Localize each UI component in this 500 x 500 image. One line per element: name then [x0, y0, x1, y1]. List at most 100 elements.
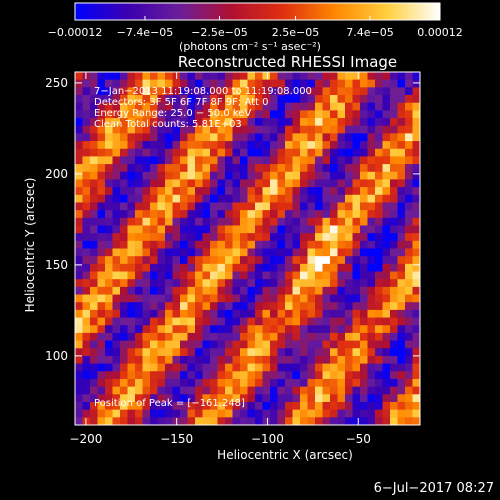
heatmap-cell [322, 279, 331, 288]
heatmap-cell [345, 309, 353, 318]
heatmap-cell [367, 141, 376, 150]
heatmap-cell [352, 417, 361, 426]
heatmap-cell [90, 286, 98, 295]
heatmap-cell [382, 332, 391, 341]
heatmap-cell [315, 248, 323, 257]
heatmap-cell [412, 409, 421, 418]
heatmap-cell [247, 256, 256, 265]
heatmap-cell [397, 256, 406, 265]
heatmap-cell [255, 286, 263, 295]
heatmap-cell [285, 210, 293, 219]
heatmap-cell [397, 317, 406, 326]
heatmap-cell [150, 325, 158, 334]
heatmap-cell [397, 95, 406, 104]
heatmap-cell [270, 317, 278, 326]
heatmap-cell [292, 141, 301, 150]
heatmap-cell [307, 409, 316, 418]
heatmap-cell [225, 148, 233, 157]
heatmap-cell [382, 72, 391, 81]
heatmap-cell [150, 95, 158, 104]
heatmap-cell [150, 102, 158, 111]
heatmap-cell [75, 133, 83, 142]
heatmap-cell [165, 279, 173, 288]
heatmap-cell [165, 348, 173, 357]
heatmap-cell [127, 325, 136, 334]
heatmap-cell [127, 386, 136, 395]
heatmap-cell [292, 156, 301, 165]
heatmap-cell [300, 87, 308, 96]
heatmap-cell [172, 294, 181, 303]
heatmap-cell [397, 133, 406, 142]
heatmap-cell [255, 95, 263, 104]
heatmap-cell [307, 217, 316, 226]
heatmap-cell [90, 156, 98, 165]
heatmap-cell [367, 194, 376, 203]
heatmap-cell [150, 294, 158, 303]
heatmap-cell [412, 263, 421, 272]
heatmap-cell [397, 378, 406, 388]
heatmap-cell [157, 171, 166, 180]
heatmap-cell [292, 378, 301, 388]
heatmap-cell [382, 401, 391, 411]
heatmap-cell [367, 187, 376, 196]
heatmap-cell [172, 240, 181, 249]
heatmap-cell [232, 271, 241, 280]
heatmap-cell [270, 225, 278, 234]
heatmap-cell [210, 148, 218, 157]
heatmap-cell [202, 79, 211, 88]
heatmap-cell [172, 409, 181, 418]
heatmap-cell [210, 294, 218, 303]
heatmap-cell [210, 279, 218, 288]
heatmap-cell [210, 263, 218, 272]
heatmap-cell [105, 309, 113, 318]
heatmap-cell [330, 156, 338, 165]
heatmap-cell [247, 294, 256, 303]
heatmap-cell [412, 187, 421, 196]
heatmap-cell [292, 233, 301, 242]
heatmap-cell [90, 417, 98, 426]
heatmap-cell [307, 378, 316, 388]
heatmap-cell [187, 217, 196, 226]
heatmap-cell [225, 202, 233, 211]
heatmap-cell [75, 79, 83, 88]
heatmap-cell [390, 363, 398, 372]
heatmap-cell [120, 340, 128, 349]
heatmap-cell [390, 210, 398, 219]
heatmap-cell [337, 348, 346, 357]
heatmap-cell [202, 271, 211, 280]
heatmap-cell [352, 256, 361, 265]
heatmap-cell [405, 378, 413, 388]
heatmap-cell [375, 401, 383, 411]
heatmap-cell [405, 317, 413, 326]
heatmap-cell [225, 141, 233, 150]
heatmap-cell [285, 118, 293, 127]
heatmap-cell [172, 233, 181, 242]
heatmap-cell [187, 279, 196, 288]
heatmap-cell [397, 248, 406, 257]
heatmap-cell [105, 233, 113, 242]
heatmap-cell [397, 194, 406, 203]
heatmap-cell [367, 171, 376, 180]
heatmap-cell [247, 72, 256, 81]
heatmap-cell [345, 371, 353, 380]
heatmap-cell [397, 102, 406, 111]
heatmap-cell [90, 348, 98, 357]
heatmap-cell [292, 302, 301, 311]
heatmap-cell [292, 340, 301, 349]
heatmap-cell [75, 340, 83, 349]
heatmap-cell [225, 179, 233, 188]
heatmap-cell [82, 409, 91, 418]
heatmap-cell [255, 263, 263, 272]
heatmap-cell [90, 164, 98, 173]
heatmap-cell [202, 371, 211, 380]
heatmap-cell [202, 386, 211, 395]
heatmap-cell [82, 217, 91, 226]
heatmap-cell [397, 141, 406, 150]
heatmap-cell [345, 286, 353, 295]
heatmap-cell [165, 156, 173, 165]
heatmap-cell [172, 317, 181, 326]
heatmap-cell [75, 355, 83, 364]
heatmap-cell [307, 87, 316, 96]
heatmap-cell [292, 394, 301, 403]
heatmap-cell [142, 394, 151, 403]
